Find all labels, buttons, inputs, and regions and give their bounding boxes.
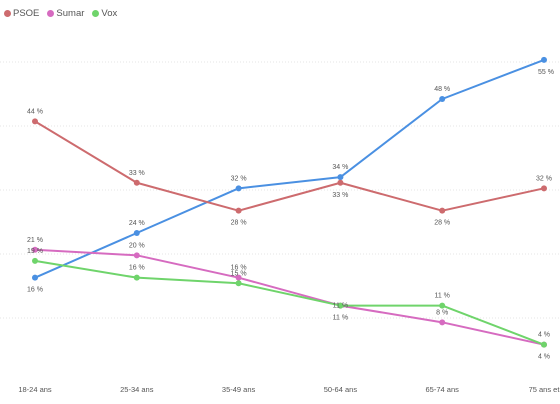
psoe-data-label: 28 % [231,220,247,227]
vox-data-label: 11 % [333,303,348,310]
vox-line [34,259,545,346]
psoe-point [541,185,547,192]
series-0-data-label: 24 % [129,220,145,227]
sumar-data-label: 11 % [333,315,348,322]
sumar-point [133,252,140,259]
series-0-point [439,96,446,102]
psoe-point [235,207,242,214]
vox-swatch-icon [92,10,100,17]
sumar-data-label: 20 % [129,242,145,249]
x-tick-label: 25-34 ans [120,385,154,394]
psoe-point [337,179,344,186]
x-tick-label: 18-24 ans [18,385,52,394]
psoe-data-label: 33 % [332,192,348,199]
series-0-line [34,58,545,279]
psoe-point [32,118,38,125]
psoe-swatch-icon [4,10,11,17]
x-tick-label: 50-64 ans [324,385,358,394]
sumar-line [34,248,545,346]
x-tick-label: 75 ans et [529,385,560,394]
x-tick-label: 65-74 ans [426,385,460,394]
vox-point [541,341,547,348]
sumar-data-label: 4 % [538,354,550,361]
series-0-point [32,274,38,281]
psoe-data-label: 44 % [27,108,43,115]
legend-label-psoe: PSOE [13,8,40,19]
vox-point [337,302,344,309]
series-0-data-label: 55 % [538,69,554,76]
sumar-data-label: 16 % [231,265,247,272]
sumar-data-label: 8 % [436,309,448,316]
legend-label-sumar: Sumar [56,8,85,19]
vox-point [235,280,242,287]
psoe-point [133,179,140,186]
vox-point [133,274,140,281]
sumar-swatch-icon [47,10,55,17]
vox-point [439,302,446,309]
vox-point [32,257,38,264]
psoe-line [34,120,545,212]
vox-data-label: 15 % [231,270,247,277]
series-0-data-label: 34 % [332,164,348,171]
vox-data-label: 19 % [27,248,43,255]
series-0-data-label: 48 % [434,86,450,93]
series-0-data-label: 32 % [231,175,247,182]
sumar-data-label: 21 % [27,237,43,244]
series-0-data-label: 16 % [27,287,43,294]
psoe-data-label: 33 % [129,170,145,177]
legend-item-psoe[interactable]: PSOE [4,8,39,19]
vox-data-label: 11 % [434,293,449,300]
series-0-point [541,56,547,63]
sumar-point [32,246,38,253]
psoe-data-label: 28 % [434,220,450,227]
legend-item-sumar[interactable]: Sumar [47,8,84,19]
legend-item-vox[interactable]: Vox [92,8,117,19]
series-0-point [235,185,242,192]
series-0-point [133,230,140,236]
series-0-point [337,174,344,181]
legend-label-vox: Vox [101,8,118,19]
sumar-point [235,274,242,281]
legend: PSOE Sumar Vox [4,8,117,19]
vox-data-label: 4 % [538,332,550,339]
psoe-point [439,207,446,214]
x-tick-label: 35-49 ans [222,385,256,394]
psoe-data-label: 32 % [536,175,552,182]
sumar-point [439,319,446,326]
vox-data-label: 16 % [129,265,145,272]
